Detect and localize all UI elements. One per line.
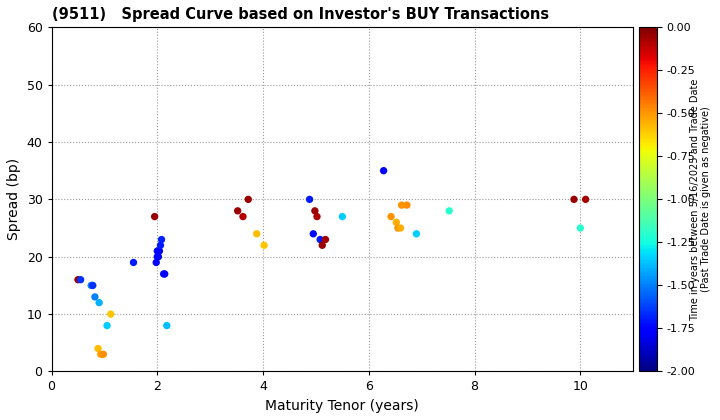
- Point: [237, 213, 248, 220]
- Point: [307, 231, 319, 237]
- Point: [401, 202, 413, 208]
- Point: [161, 322, 173, 329]
- Point: [95, 351, 107, 357]
- Point: [127, 259, 139, 266]
- Y-axis label: Spread (bp): Spread (bp): [7, 158, 21, 240]
- Point: [337, 213, 348, 220]
- Point: [75, 276, 86, 283]
- Point: [98, 351, 109, 357]
- Point: [320, 236, 331, 243]
- Point: [311, 213, 323, 220]
- Point: [156, 236, 167, 243]
- Point: [315, 236, 326, 243]
- Point: [575, 225, 586, 231]
- Point: [153, 248, 165, 255]
- Point: [86, 282, 97, 289]
- Point: [158, 270, 169, 277]
- Point: [251, 231, 263, 237]
- Y-axis label: Time in years between 5/16/2025 and Trade Date
(Past Trade Date is given as nega: Time in years between 5/16/2025 and Trad…: [690, 78, 711, 320]
- Point: [151, 248, 163, 255]
- Point: [87, 282, 99, 289]
- Point: [304, 196, 315, 203]
- Point: [89, 294, 101, 300]
- Point: [410, 231, 422, 237]
- Point: [151, 253, 163, 260]
- Point: [102, 322, 113, 329]
- Point: [395, 225, 406, 231]
- Text: (9511)   Spread Curve based on Investor's BUY Transactions: (9511) Spread Curve based on Investor's …: [52, 7, 549, 22]
- Point: [309, 207, 320, 214]
- Point: [444, 207, 455, 214]
- Point: [94, 299, 105, 306]
- Point: [392, 225, 404, 231]
- Point: [580, 196, 591, 203]
- Point: [153, 248, 164, 255]
- Point: [317, 242, 328, 249]
- Point: [72, 276, 84, 283]
- Point: [155, 242, 166, 249]
- X-axis label: Maturity Tenor (years): Maturity Tenor (years): [266, 399, 419, 413]
- Point: [396, 202, 408, 208]
- Point: [150, 259, 162, 266]
- Point: [385, 213, 397, 220]
- Point: [92, 345, 104, 352]
- Point: [258, 242, 270, 249]
- Point: [243, 196, 254, 203]
- Point: [105, 311, 117, 318]
- Point: [390, 219, 402, 226]
- Point: [568, 196, 580, 203]
- Point: [149, 213, 161, 220]
- Point: [159, 270, 171, 277]
- Point: [378, 167, 390, 174]
- Point: [232, 207, 243, 214]
- Point: [153, 253, 164, 260]
